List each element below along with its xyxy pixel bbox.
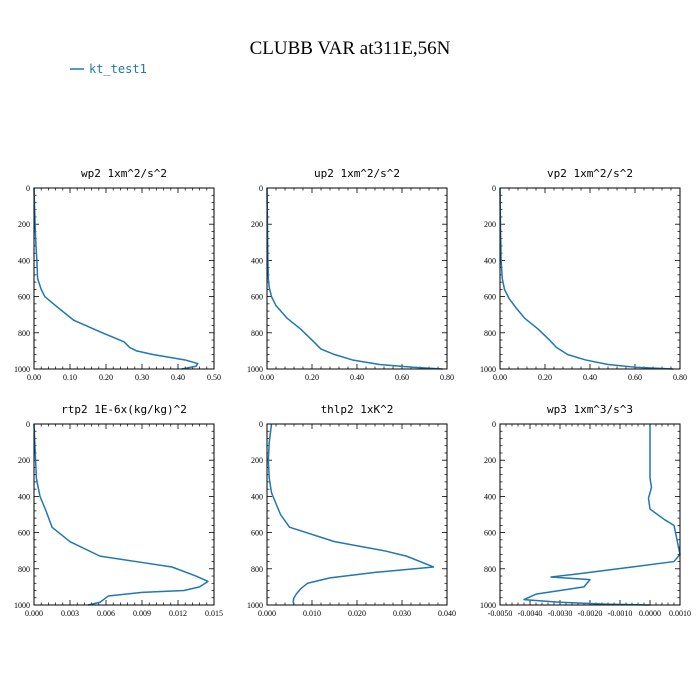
- x-tick-label: 0.003: [61, 609, 79, 618]
- x-tick-label: 0.60: [395, 373, 409, 382]
- x-tick-label: 0.40: [350, 373, 364, 382]
- y-tick-label: 600: [18, 529, 30, 538]
- plot-frame: [33, 187, 215, 370]
- panel-title: rtp2 1E-6x(kg/kg)^2: [61, 403, 187, 416]
- series-line: [499, 187, 674, 370]
- y-tick-label: 0: [259, 420, 263, 429]
- x-tick-label: -0.0030: [548, 609, 573, 618]
- x-tick-label: 0.009: [133, 609, 151, 618]
- panel-title: up2 1xm^2/s^2: [314, 167, 400, 180]
- y-tick-label: 600: [251, 293, 263, 302]
- x-tick-label: -0.0050: [488, 609, 513, 618]
- x-tick-label: 0.00: [260, 373, 274, 382]
- y-tick-label: 400: [484, 492, 496, 501]
- panel-title: wp3 1xm^3/s^3: [547, 403, 633, 416]
- x-tick-label: 0.015: [205, 609, 223, 618]
- panel-title: vp2 1xm^2/s^2: [547, 167, 633, 180]
- y-tick-label: 400: [18, 492, 30, 501]
- y-tick-label: 200: [18, 456, 30, 465]
- y-tick-label: 1000: [247, 365, 263, 374]
- legend: kt_test1: [70, 62, 147, 76]
- x-tick-label: 0.040: [438, 609, 456, 618]
- x-tick-label: 0.20: [538, 373, 552, 382]
- y-tick-label: 0: [26, 184, 30, 193]
- y-tick-label: 200: [18, 220, 30, 229]
- y-tick-label: 400: [251, 492, 263, 501]
- series-line: [267, 423, 435, 606]
- figure-title: CLUBB VAR at311E,56N: [250, 38, 451, 59]
- x-tick-label: 0.0010: [669, 609, 691, 618]
- x-tick-label: 0.000: [25, 609, 43, 618]
- x-tick-label: 0.030: [393, 609, 411, 618]
- y-tick-label: 1000: [14, 365, 30, 374]
- y-tick-label: 800: [251, 329, 263, 338]
- x-tick-label: -0.0010: [608, 609, 633, 618]
- y-tick-label: 800: [484, 565, 496, 574]
- y-tick-label: 600: [484, 529, 496, 538]
- y-tick-label: 0: [26, 420, 30, 429]
- y-tick-label: 200: [251, 456, 263, 465]
- x-tick-label: 0.020: [348, 609, 366, 618]
- panel: rtp2 1E-6x(kg/kg)^2 0.000 0.003 0.006 0.009 0…: [14, 403, 223, 618]
- panel-title: thlp2 1xK^2: [321, 403, 394, 416]
- y-tick-label: 1000: [480, 601, 496, 610]
- y-tick-label: 200: [484, 456, 496, 465]
- series-line: [266, 187, 443, 370]
- y-tick-label: 0: [259, 184, 263, 193]
- y-tick-label: 0: [492, 184, 496, 193]
- y-tick-label: 1000: [247, 601, 263, 610]
- y-tick-label: 0: [492, 420, 496, 429]
- x-tick-label: 0.40: [583, 373, 597, 382]
- y-tick-label: 600: [484, 293, 496, 302]
- y-tick-label: 400: [18, 256, 30, 265]
- x-tick-label: 0.40: [171, 373, 185, 382]
- x-tick-label: 0.80: [673, 373, 687, 382]
- x-tick-label: 0.10: [63, 373, 77, 382]
- x-tick-label: 0.60: [628, 373, 642, 382]
- y-tick-label: 1000: [14, 601, 30, 610]
- x-tick-label: -0.0040: [518, 609, 543, 618]
- y-tick-label: 600: [251, 529, 263, 538]
- x-tick-label: 0.30: [135, 373, 149, 382]
- x-tick-label: 0.50: [207, 373, 221, 382]
- panels: wp2 1xm^2/s^2 0.00 0.10 0.20 0.30 0.40 0.50 0 20…: [14, 167, 691, 618]
- y-tick-label: 800: [484, 329, 496, 338]
- panel: thlp2 1xK^2 0.000 0.010 0.020 0.030 0.040 0 200…: [247, 403, 456, 618]
- x-tick-label: 0.00: [27, 373, 41, 382]
- y-tick-label: 200: [484, 220, 496, 229]
- x-tick-label: 0.006: [97, 609, 115, 618]
- y-tick-label: 1000: [480, 365, 496, 374]
- panel: vp2 1xm^2/s^2 0.00 0.20 0.40 0.60 0.80 0 200 400…: [480, 167, 687, 382]
- y-tick-label: 600: [18, 293, 30, 302]
- plot-frame: [499, 423, 681, 606]
- y-tick-label: 800: [18, 565, 30, 574]
- x-tick-label: 0.0000: [639, 609, 661, 618]
- panel-title: wp2 1xm^2/s^2: [81, 167, 167, 180]
- y-tick-label: 200: [251, 220, 263, 229]
- x-tick-label: 0.012: [169, 609, 187, 618]
- plot-frame: [33, 423, 215, 606]
- y-tick-label: 800: [18, 329, 30, 338]
- series-line: [523, 424, 681, 606]
- plot-frame: [266, 423, 448, 606]
- x-tick-label: 0.010: [303, 609, 321, 618]
- series-line: [33, 187, 199, 370]
- panel: up2 1xm^2/s^2 0.00 0.20 0.40 0.60 0.80 0 200 400…: [247, 167, 454, 382]
- x-tick-label: 0.20: [99, 373, 113, 382]
- plot-frame: [499, 187, 681, 370]
- panel: wp2 1xm^2/s^2 0.00 0.10 0.20 0.30 0.40 0.50 0 20…: [14, 167, 221, 382]
- legend-label: kt_test1: [89, 62, 147, 76]
- y-tick-label: 800: [251, 565, 263, 574]
- series-line: [33, 423, 209, 606]
- x-tick-label: 0.20: [305, 373, 319, 382]
- x-tick-label: 0.000: [258, 609, 276, 618]
- x-tick-label: 0.80: [440, 373, 454, 382]
- y-tick-label: 400: [484, 256, 496, 265]
- panel: wp3 1xm^3/s^3 -0.0050 -0.0040 -0.0030 -0.002…: [480, 403, 691, 618]
- x-tick-label: -0.0020: [578, 609, 603, 618]
- plot-frame: [266, 187, 448, 370]
- y-tick-label: 400: [251, 256, 263, 265]
- x-tick-label: 0.00: [493, 373, 507, 382]
